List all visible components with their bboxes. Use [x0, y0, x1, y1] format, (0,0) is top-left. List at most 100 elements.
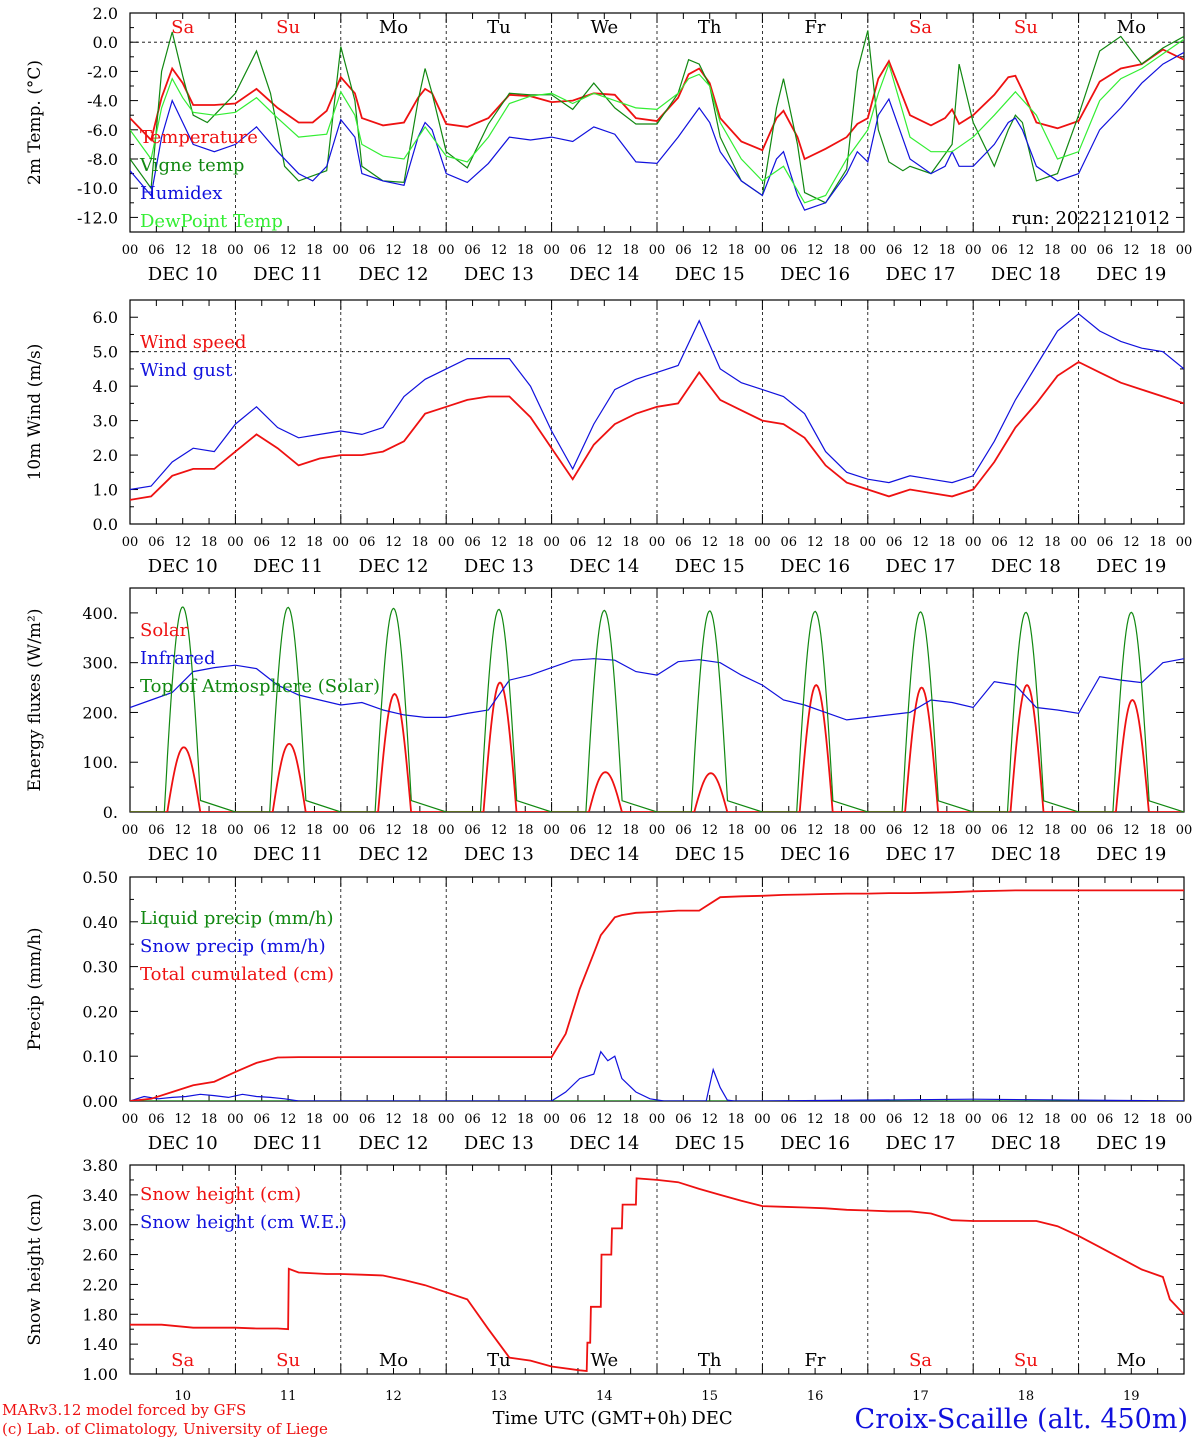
credit-line-1: MARv3.12 model forced by GFS [2, 1401, 246, 1419]
hour-label: 12 [491, 535, 508, 550]
hour-label: 00 [1176, 823, 1193, 838]
x-axis: 00 06 12 18 DEC 10 00 06 12 18 DEC 11 00 06 12 18 DEC … [122, 535, 1193, 577]
hour-label: 00 [543, 1112, 560, 1127]
hour-label: 00 [543, 535, 560, 550]
series-line-humidex [130, 51, 1184, 211]
hour-label: 00 [227, 243, 244, 258]
plot-area [130, 30, 1184, 211]
day-number-label: 11 [280, 1389, 297, 1404]
hour-label: 18 [201, 243, 218, 258]
date-label: DEC 19 [1096, 1133, 1166, 1154]
hour-label: 18 [622, 535, 639, 550]
y-axis-label: 10m Wind (m/s) [25, 344, 45, 481]
hour-label: 00 [227, 1112, 244, 1127]
hour-label: 06 [359, 823, 376, 838]
series-line-wind-gust [130, 313, 1184, 491]
hour-label: 06 [675, 1112, 692, 1127]
hour-label: 06 [148, 823, 165, 838]
hour-label: 00 [1176, 243, 1193, 258]
hour-label: 00 [649, 535, 666, 550]
date-label: DEC 14 [569, 556, 639, 577]
date-label: DEC 16 [780, 556, 850, 577]
y-tick-label: 0.00 [82, 1092, 118, 1111]
hour-label: 00 [649, 243, 666, 258]
hour-label: 00 [438, 243, 455, 258]
hour-label: 18 [833, 1112, 850, 1127]
y-tick-label: 300. [82, 654, 118, 673]
date-label: DEC 17 [886, 1133, 956, 1154]
hour-label: 18 [306, 535, 323, 550]
hour-label: 18 [728, 823, 745, 838]
date-label: DEC 12 [359, 1133, 429, 1154]
hour-label: 06 [780, 535, 797, 550]
weekday-label: Su [1014, 17, 1038, 38]
hour-label: 06 [1097, 1112, 1114, 1127]
hour-label: 00 [754, 243, 771, 258]
date-label: DEC 10 [148, 844, 218, 865]
series-line-total-cumulated-cm- [130, 889, 1184, 1101]
hour-label: 12 [701, 535, 718, 550]
y-axis: 3.80 3.40 3.00 2.60 2.20 1.80 1.40 1.00 [82, 1156, 1184, 1384]
hour-label: 00 [333, 1112, 350, 1127]
hour-label: 06 [991, 823, 1008, 838]
date-label: DEC 18 [991, 1133, 1061, 1154]
panel-3: 400. 300. 200. 100. 0. Energy fluxes (W/m²) 00… [25, 587, 1193, 865]
hour-label: 00 [860, 1112, 877, 1127]
day-number-label: 14 [596, 1389, 613, 1404]
legend-entry: Snow precip (mm/h) [140, 936, 326, 957]
y-tick-label: 3.0 [93, 412, 118, 431]
weekday-label: Fr [805, 1350, 826, 1371]
day-number-label: 10 [174, 1389, 191, 1404]
y-tick-label: 0. [103, 803, 118, 822]
hour-label: 12 [596, 535, 613, 550]
legend-entry: Top of Atmosphere (Solar) [140, 676, 380, 697]
hour-label: 00 [438, 1112, 455, 1127]
hour-label: 18 [728, 1112, 745, 1127]
hour-label: 06 [886, 243, 903, 258]
hour-label: 18 [306, 243, 323, 258]
hour-label: 00 [438, 535, 455, 550]
y-tick-label: 5.0 [93, 343, 118, 362]
hour-label: 06 [359, 1112, 376, 1127]
hour-label: 12 [491, 243, 508, 258]
hour-label: 18 [728, 243, 745, 258]
panel-2: 6.0 5.0 4.0 3.0 2.0 1.0 0.0 10m Wind (m/s) 00 06 1… [25, 299, 1193, 577]
series-line-snow-precip-mm-h- [130, 1050, 1184, 1101]
series-line-top-of-atmosphere-solar- [130, 606, 1184, 812]
x-axis: 00 06 12 18 DEC 10 00 06 12 18 DEC 11 00 06 12 18 DEC … [122, 1112, 1193, 1154]
hour-label: 06 [1097, 823, 1114, 838]
y-tick-label: 1.80 [82, 1305, 118, 1324]
hour-label: 18 [1149, 1112, 1166, 1127]
hour-label: 06 [780, 1112, 797, 1127]
hour-label: 00 [122, 535, 139, 550]
y-tick-label: 3.80 [82, 1156, 118, 1175]
plot-area [130, 313, 1184, 501]
hour-label: 18 [1044, 823, 1061, 838]
hour-label: 18 [939, 1112, 956, 1127]
date-label: DEC 17 [886, 844, 956, 865]
y-tick-label: -12.0 [77, 208, 118, 227]
hour-label: 00 [227, 823, 244, 838]
hour-label: 06 [780, 823, 797, 838]
hour-label: 18 [1149, 535, 1166, 550]
weekday-label: Mo [1117, 1350, 1146, 1371]
hour-label: 18 [201, 535, 218, 550]
date-label: DEC 10 [148, 264, 218, 285]
hour-label: 12 [596, 243, 613, 258]
hour-label: 00 [227, 535, 244, 550]
date-label: DEC 11 [253, 844, 323, 865]
y-axis-label: Energy fluxes (W/m²) [25, 609, 45, 792]
date-label: DEC 10 [148, 1133, 218, 1154]
hour-label: 18 [1149, 243, 1166, 258]
weekday-label: Sa [909, 1350, 932, 1371]
plot-area [130, 889, 1184, 1101]
legend-entry: Temperature [140, 127, 258, 148]
y-tick-label: 2.20 [82, 1275, 118, 1294]
hour-label: 00 [1070, 243, 1087, 258]
date-label: DEC 16 [780, 264, 850, 285]
weekday-label: Tu [487, 1350, 511, 1371]
hour-label: 12 [912, 823, 929, 838]
hour-label: 00 [333, 823, 350, 838]
hour-label: 00 [122, 1112, 139, 1127]
